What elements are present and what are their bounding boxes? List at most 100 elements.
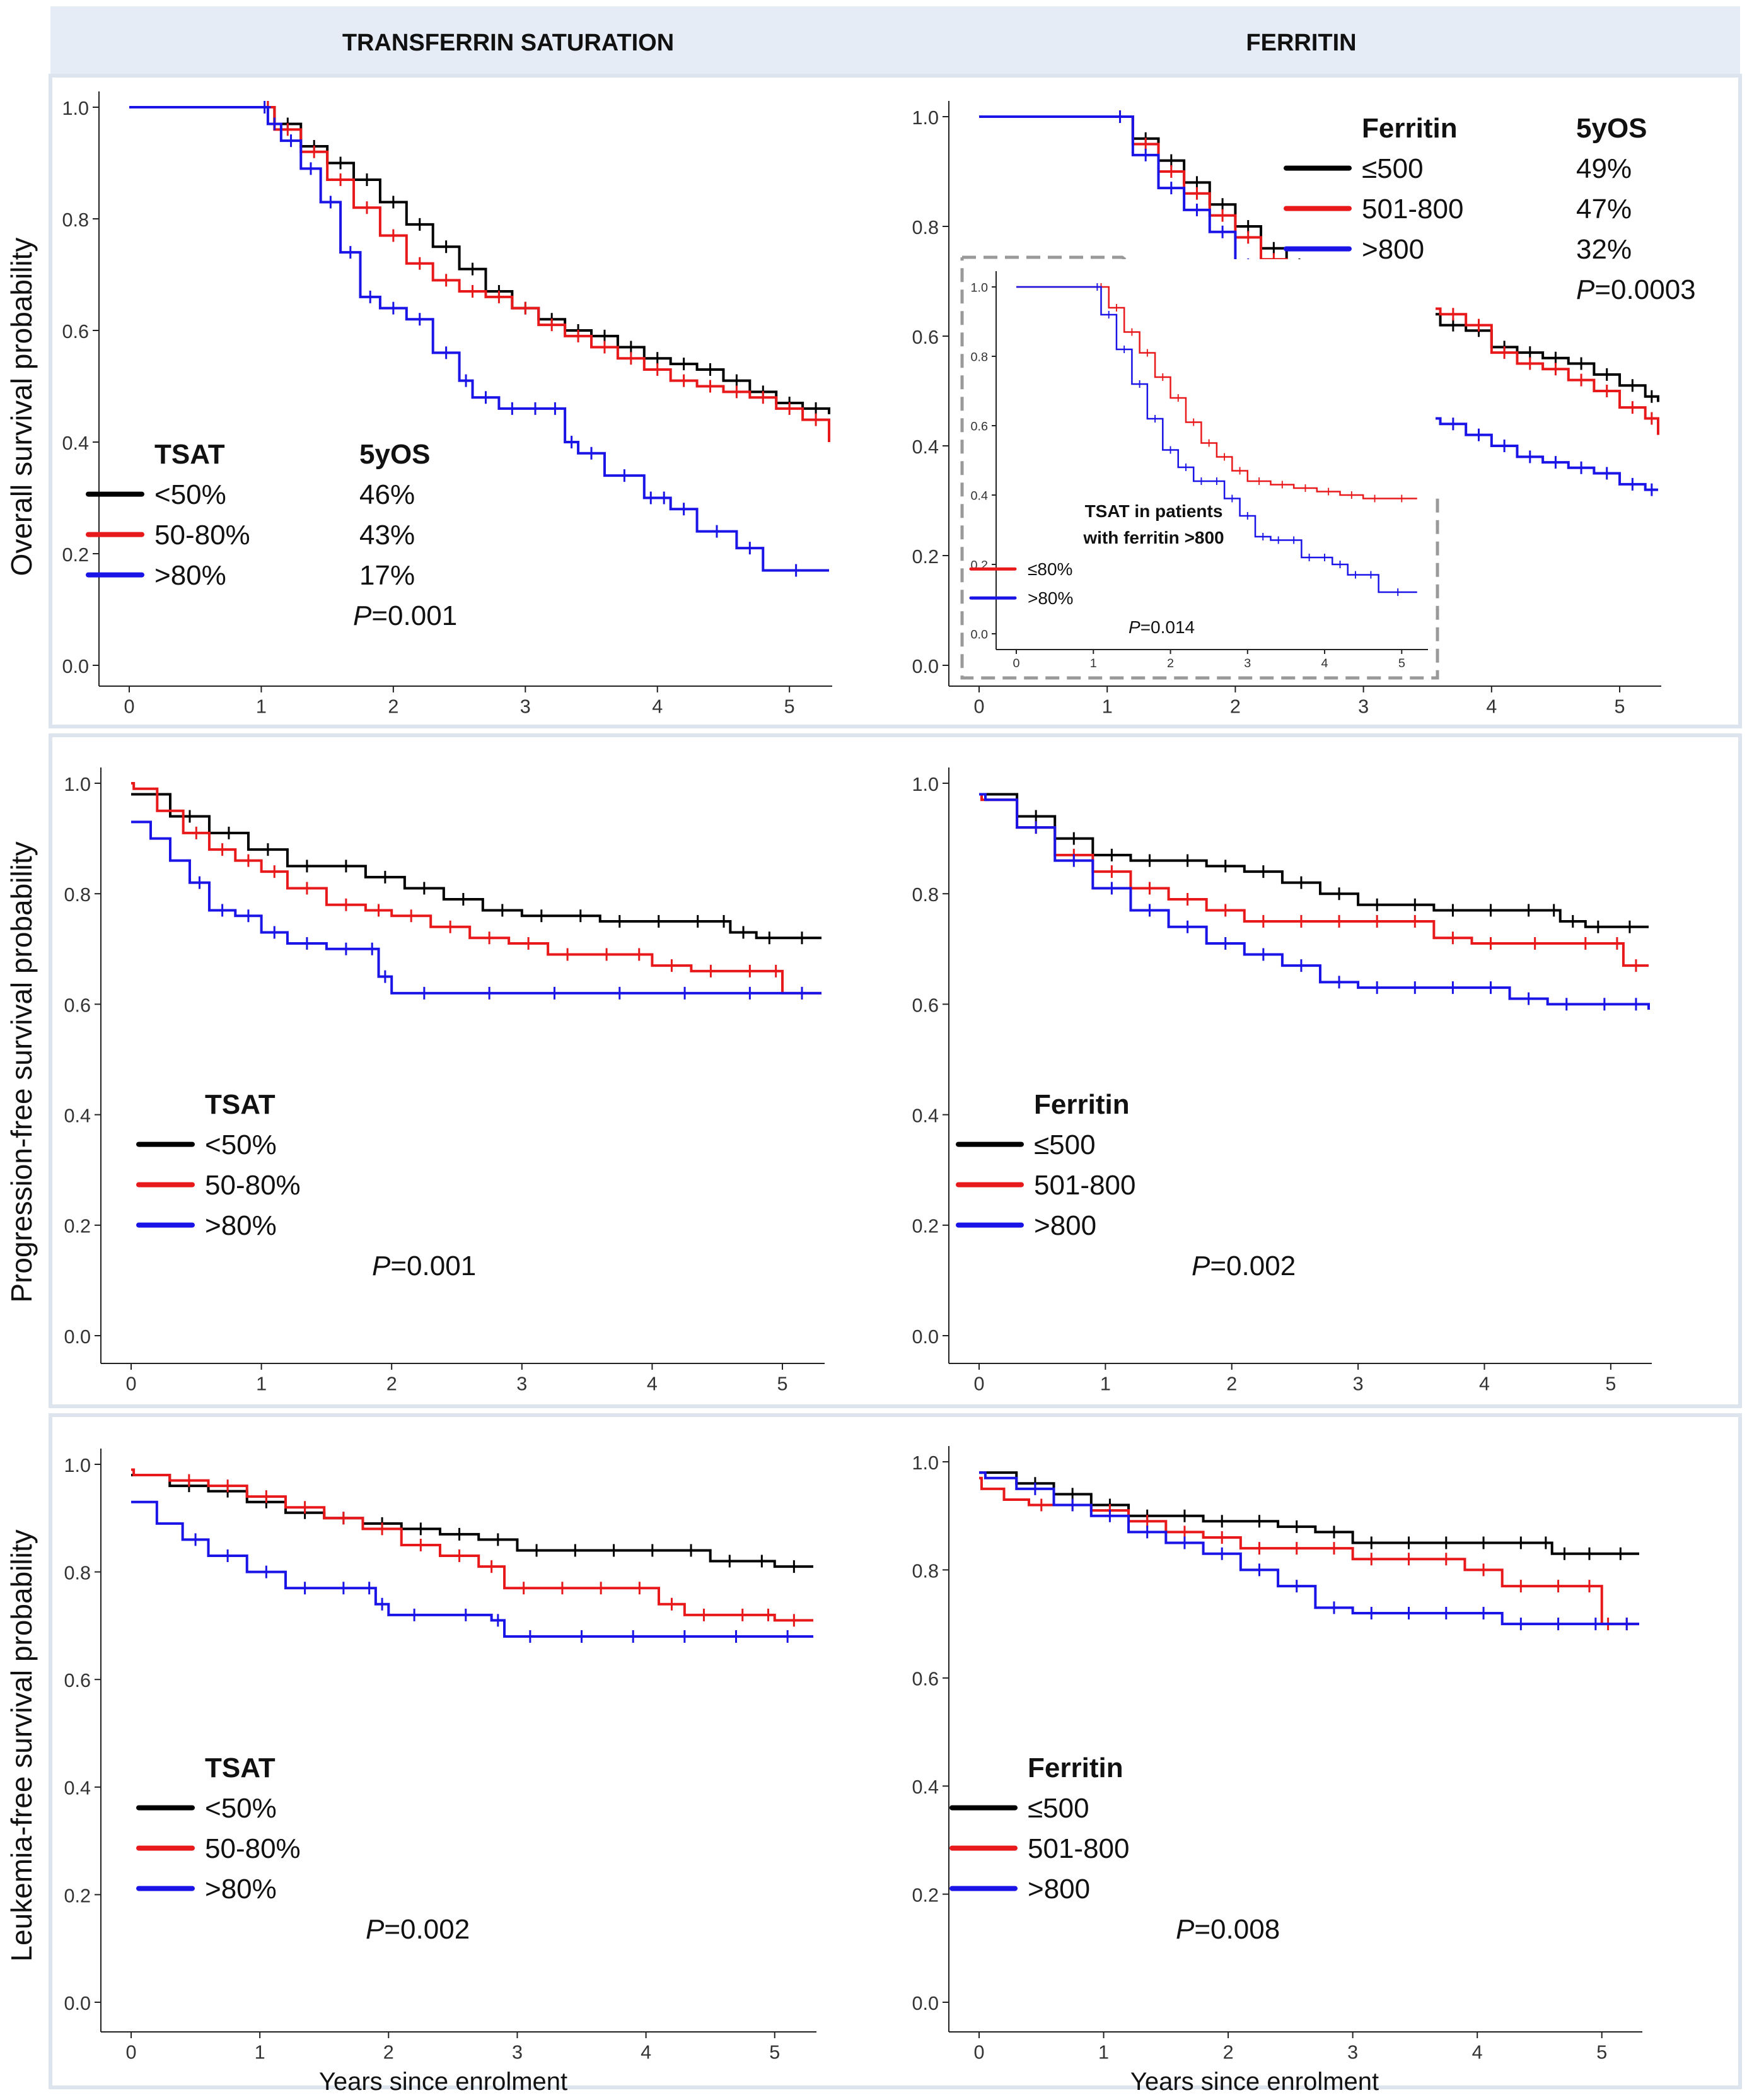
censor-mark-red — [300, 882, 313, 895]
legend-label: ≤500 — [1362, 153, 1424, 184]
censor-mark-blue — [1105, 311, 1113, 318]
row-frame-lfs — [49, 1413, 1742, 2089]
p-value: P=0.014 — [1129, 617, 1195, 637]
censor-mark-red — [1446, 931, 1460, 945]
censor-mark-blue — [575, 1630, 588, 1643]
censor-mark-blue — [1105, 882, 1118, 895]
p-value-number: =0.008 — [1194, 1914, 1280, 1945]
censor-mark-blue — [1067, 854, 1081, 867]
legend-label: ≤80% — [1028, 559, 1072, 579]
censor-mark-blue — [1371, 981, 1384, 995]
censor-mark-blue — [1498, 440, 1511, 452]
x-tick-label: 4 — [1321, 656, 1328, 670]
censor-mark-red — [736, 1608, 749, 1621]
censor-mark-red — [1472, 318, 1485, 332]
censor-mark-blue — [1139, 148, 1152, 161]
censor-mark-blue — [1446, 417, 1460, 431]
censor-mark-blue — [298, 1582, 311, 1595]
y-tick-label: 0.4 — [912, 436, 939, 458]
censor-mark-red — [600, 948, 613, 961]
censor-mark-red — [281, 123, 294, 136]
x-tick-label: 0 — [1013, 656, 1019, 670]
censor-mark-black — [1257, 865, 1270, 878]
censor-mark-red — [1164, 165, 1178, 178]
censor-mark-black — [1446, 904, 1460, 917]
legend-title: Ferritin — [1362, 113, 1458, 144]
legend-label: 501-800 — [1028, 1833, 1129, 1864]
censor-mark-red — [1528, 937, 1541, 950]
legend-value: 17% — [359, 560, 415, 591]
censor-mark-blue — [677, 503, 690, 516]
censor-mark-red — [1105, 865, 1118, 878]
censor-mark-red — [1159, 373, 1167, 381]
censor-mark-blue — [1402, 1606, 1415, 1619]
censor-mark-blue — [644, 491, 658, 505]
censor-mark-red — [190, 826, 203, 839]
km-curve-red — [979, 793, 1649, 967]
censor-mark-blue — [1446, 981, 1460, 995]
censor-mark-red — [598, 341, 611, 354]
censor-mark-red — [485, 1560, 498, 1573]
legend-label: 501-800 — [1362, 194, 1463, 225]
censor-mark-blue — [729, 1630, 743, 1643]
censor-mark-red — [743, 964, 757, 977]
censor-mark-black — [1219, 860, 1232, 873]
censor-mark-black — [652, 915, 665, 928]
censor-mark-red — [651, 363, 664, 376]
censor-mark-blue — [1274, 536, 1282, 544]
censor-mark-red — [453, 1549, 466, 1563]
censor-mark-red — [1178, 1525, 1191, 1539]
censor-mark-blue — [189, 1533, 202, 1546]
censor-mark-red — [522, 937, 535, 950]
censor-mark-black — [677, 358, 690, 371]
censor-mark-black — [685, 1544, 698, 1557]
censor-mark-black — [1477, 1536, 1490, 1549]
censor-mark-blue — [1178, 1536, 1191, 1549]
censor-mark-black — [574, 909, 587, 923]
censor-mark-red — [1484, 937, 1497, 950]
censor-mark-black — [1446, 318, 1460, 332]
censor-mark-black — [787, 1560, 801, 1573]
x-tick-label: 2 — [388, 696, 398, 717]
censor-mark-red — [810, 413, 823, 426]
header-left-title: TRANSFERRIN SATURATION — [342, 30, 674, 56]
censor-mark-black — [1549, 351, 1562, 365]
censor-mark-blue — [268, 926, 281, 939]
censor-mark-blue — [1522, 992, 1535, 1005]
censor-mark-black — [1522, 904, 1535, 917]
x-tick-label: 4 — [1472, 2041, 1483, 2063]
censor-mark-blue — [565, 436, 578, 448]
censor-mark-red — [1301, 484, 1309, 492]
censor-mark-blue — [479, 391, 492, 404]
p-value-number: =0.001 — [371, 600, 457, 631]
y-tick-label: 0.0 — [912, 1326, 939, 1348]
y-tick-label: 1.0 — [912, 107, 939, 129]
x-tick-label: 0 — [973, 1373, 984, 1394]
censor-mark-blue — [1351, 571, 1359, 579]
censor-mark-red — [1255, 477, 1263, 485]
censor-mark-red — [1143, 882, 1156, 895]
censor-mark-blue — [1484, 981, 1497, 995]
censor-mark-red — [1219, 904, 1232, 917]
censor-mark-blue — [1523, 450, 1536, 464]
censor-mark-red — [561, 948, 574, 961]
legend-title: with ferritin >800 — [1082, 528, 1224, 547]
km-curve-black — [129, 106, 830, 414]
legend-label: >80% — [1028, 588, 1073, 608]
censor-mark-blue — [337, 1582, 350, 1595]
legend-value: 49% — [1576, 153, 1632, 184]
legend-label: >80% — [154, 560, 226, 591]
censor-mark-blue — [193, 876, 206, 889]
censor-mark-blue — [378, 970, 392, 983]
censor-mark-red — [1371, 915, 1384, 928]
censor-mark-black — [378, 870, 392, 884]
censor-mark-red — [221, 1479, 235, 1493]
censor-mark-red — [519, 301, 532, 315]
censor-mark-red — [787, 1614, 801, 1627]
censor-mark-red — [1347, 491, 1355, 499]
x-tick-label: 0 — [973, 696, 984, 717]
censor-mark-red — [1290, 1542, 1303, 1555]
y-tick-label: 0.8 — [912, 1560, 939, 1582]
censor-mark-red — [339, 898, 352, 911]
censor-mark-blue — [1472, 428, 1485, 441]
